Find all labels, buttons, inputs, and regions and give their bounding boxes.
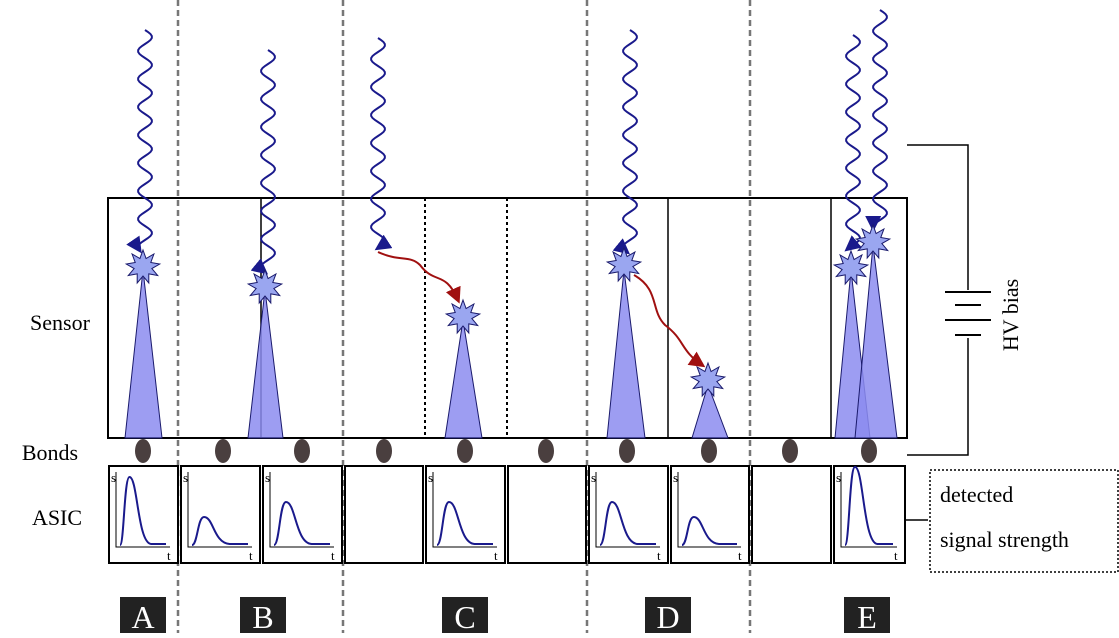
axis-s: s: [111, 470, 116, 485]
callout-text: detected: [940, 482, 1013, 507]
bond: [215, 439, 231, 463]
axis-s: s: [591, 470, 596, 485]
signal-curve: [436, 500, 493, 546]
photon: [612, 29, 638, 255]
plot-axis: [677, 472, 741, 548]
case-label: C: [454, 599, 475, 633]
callout-box: [929, 469, 1119, 573]
case-box: [120, 597, 166, 633]
axis-s: s: [673, 470, 678, 485]
charge-cloud: [444, 319, 483, 439]
plot-axis: [115, 472, 170, 548]
axis-s: s: [428, 470, 433, 485]
charge-cloud: [124, 269, 163, 439]
axis-t: t: [249, 548, 253, 563]
case-box: [442, 597, 488, 633]
interaction: [854, 223, 892, 260]
signal-curve: [681, 515, 737, 546]
signal-curve: [273, 500, 330, 546]
interaction: [832, 249, 870, 286]
signal-curve: [599, 500, 656, 546]
bond: [782, 439, 798, 463]
plot-axis: [595, 472, 660, 548]
interaction: [246, 268, 284, 305]
plot-axis: [187, 472, 252, 548]
bond: [294, 439, 310, 463]
photon: [250, 49, 276, 275]
callout-text: signal strength: [940, 527, 1069, 552]
axis-t: t: [494, 548, 498, 563]
scatter-path: [377, 251, 461, 304]
bond: [538, 439, 554, 463]
charge-cloud: [854, 244, 898, 439]
bond: [701, 439, 717, 463]
axis-s: s: [836, 470, 841, 485]
bond: [457, 439, 473, 463]
plot-axis: [432, 472, 497, 548]
layer: Sensor Bonds ASIC HV bias detected signa…: [22, 0, 1119, 635]
bond: [619, 439, 635, 463]
asic-label: ASIC: [32, 505, 82, 530]
interaction: [605, 246, 643, 283]
asic-pixel: [751, 465, 832, 564]
plot-axis: [269, 472, 334, 548]
interaction: [124, 248, 162, 285]
axis-t: t: [738, 548, 742, 563]
charge-cloud: [606, 269, 646, 439]
charge-cloud: [691, 383, 729, 439]
photon: [126, 29, 153, 254]
axis-s: s: [265, 470, 270, 485]
scatter-path: [633, 274, 706, 368]
photon: [370, 37, 393, 251]
case-label: B: [252, 599, 273, 633]
interaction: [444, 298, 482, 335]
interaction: [689, 361, 727, 398]
axis-t: t: [331, 548, 335, 563]
axis-t: t: [167, 548, 171, 563]
photon: [865, 9, 888, 232]
photon: [844, 34, 862, 252]
bond: [135, 439, 151, 463]
plot-axis: [840, 472, 897, 548]
axis-s: s: [183, 470, 188, 485]
case-label: D: [656, 599, 679, 633]
bond: [861, 439, 877, 463]
signal-curve: [119, 475, 166, 546]
axis-t: t: [894, 548, 898, 563]
wire: [907, 338, 969, 456]
case-box: [645, 597, 691, 633]
asic-pixel: [507, 465, 587, 564]
bonds-label: Bonds: [22, 440, 78, 465]
case-box: [240, 597, 286, 633]
signal-curve: [844, 465, 893, 546]
case-label: A: [131, 599, 154, 633]
bond: [376, 439, 392, 463]
asic-pixel: [344, 465, 424, 564]
axis-t: t: [657, 548, 661, 563]
case-box: [844, 597, 890, 633]
sensor-label: Sensor: [30, 310, 91, 335]
signal-curve: [191, 515, 248, 546]
hv-label: HV bias: [998, 279, 1023, 351]
case-label: E: [857, 599, 877, 633]
charge-cloud: [247, 289, 284, 439]
wire: [907, 144, 969, 290]
